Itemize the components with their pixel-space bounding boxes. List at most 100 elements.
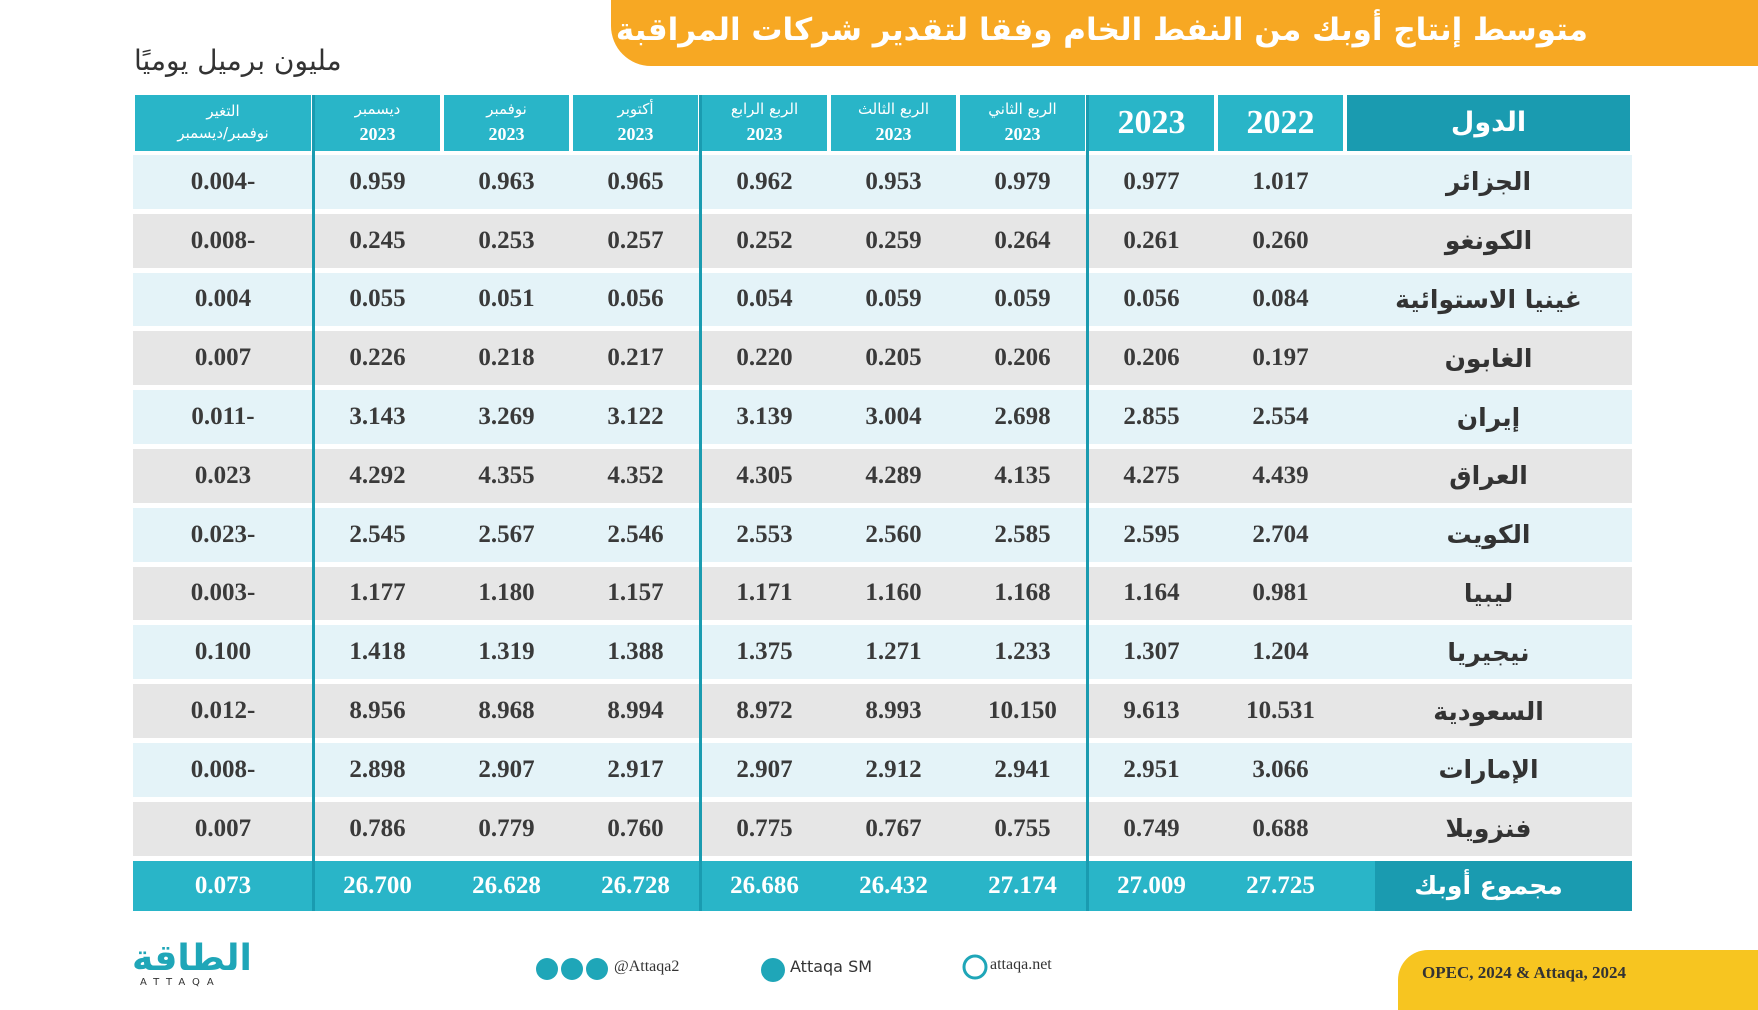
value-cell: 0.059 (865, 285, 922, 313)
header-cell: 2022 (1218, 95, 1343, 151)
value-cell: 0.197 (1252, 344, 1309, 372)
value-cell: 2.554 (1252, 403, 1309, 431)
value-cell: 0.023 (194, 461, 252, 489)
value-cell: 0.261 (1123, 226, 1180, 254)
value-cell: 3.122 (607, 403, 664, 431)
value-cell: 0.059 (994, 285, 1051, 313)
value-cell: 2.951 (1123, 755, 1180, 783)
row-background (133, 390, 1632, 444)
row-background (133, 272, 1632, 327)
value-cell: 0.084 (1252, 285, 1309, 313)
value-cell: 4.289 (865, 461, 922, 489)
web-icon (962, 954, 988, 980)
value-cell: 0.755 (994, 814, 1051, 842)
header-cell: الربع الثاني 2023 (960, 95, 1085, 151)
row-background (133, 684, 1632, 738)
header-text: 2023 (746, 123, 783, 144)
value-cell: 1.160 (865, 579, 922, 607)
value-cell: 1.177 (349, 579, 406, 607)
value-cell: 2.941 (994, 755, 1051, 783)
value-cell: 0.205 (865, 344, 922, 372)
header-text: 2023 (875, 123, 912, 144)
social-handle: @Attaqa2 (614, 958, 680, 975)
country-name: ليبيا (1463, 578, 1514, 608)
value-cell: 1.233 (994, 638, 1051, 666)
row-background (133, 625, 1632, 680)
value-cell: 3.066 (1252, 755, 1309, 783)
country-name: الكونغو (1444, 226, 1533, 256)
value-cell: 0.760 (607, 814, 664, 842)
header-text: نوفمبر/ديسمبر (177, 124, 269, 142)
value-cell: 2.907 (736, 755, 793, 783)
value-cell: 0.054 (736, 285, 793, 313)
value-cell: 0.023- (190, 520, 256, 548)
value-cell: 1.017 (1252, 167, 1309, 195)
header-text: ديسمبر (354, 100, 401, 119)
value-cell: 0.007 (194, 814, 252, 842)
source: OPEC, 2024 & Attaqa, 2024 (1422, 963, 1626, 982)
header-text: 2023 (617, 123, 654, 144)
value-cell: 1.388 (607, 638, 664, 666)
value-cell: 3.004 (865, 403, 922, 431)
value-cell: 0.007 (194, 344, 252, 372)
value-cell: 0.953 (865, 167, 922, 195)
unit-label: مليون برميل يوميًا (134, 44, 342, 77)
title-banner (611, 0, 1758, 66)
value-cell: 0.965 (607, 167, 664, 195)
value-cell: 2.553 (736, 520, 793, 548)
value-cell: 0.260 (1252, 226, 1309, 254)
value-cell: 3.143 (349, 403, 406, 431)
total-value: 26.628 (472, 871, 541, 899)
value-cell: 0.963 (478, 167, 535, 195)
value-cell: 0.218 (478, 344, 535, 372)
country-name: الجزائر (1445, 167, 1532, 197)
header-text: 2022 (1246, 104, 1315, 142)
value-cell: 1.180 (478, 579, 535, 607)
header-cell: أكتوبر 2023 (573, 95, 698, 151)
header-text: 2023 (1117, 104, 1186, 142)
logo: الطاقة (132, 938, 252, 979)
value-cell: 0.004 (194, 285, 252, 313)
value-cell: 0.012- (190, 697, 256, 725)
value-cell: 0.206 (1123, 344, 1180, 372)
value-cell: 10.150 (988, 697, 1057, 725)
value-cell: 1.157 (607, 579, 664, 607)
header-cell: ديسمبر 2023 (315, 95, 440, 151)
country-name: الكويت (1446, 520, 1531, 550)
website: attaqa.net (990, 956, 1052, 973)
value-cell: 0.055 (349, 285, 406, 313)
header-cell: الربع الثالث 2023 (831, 95, 956, 151)
value-cell: 3.269 (478, 403, 535, 431)
total-value: 27.725 (1246, 871, 1315, 899)
value-cell: 0.688 (1252, 814, 1309, 842)
value-cell: 0.977 (1123, 167, 1180, 195)
youtube-label: Attaqa SM (790, 957, 873, 976)
value-cell: 4.135 (994, 461, 1051, 489)
value-cell: 1.164 (1123, 579, 1180, 607)
row-background (133, 213, 1632, 268)
country-name: الإمارات (1438, 755, 1539, 785)
total-value: 26.432 (859, 871, 928, 899)
header-cell: الربع الرابع 2023 (702, 95, 827, 151)
value-cell: 0.100 (194, 638, 252, 666)
value-cell: 2.560 (865, 520, 922, 548)
value-cell: 0.003- (190, 579, 256, 607)
value-cell: 10.531 (1246, 697, 1315, 725)
value-cell: 8.956 (349, 697, 406, 725)
value-cell: 2.704 (1252, 520, 1309, 548)
row-background (133, 155, 1632, 209)
total-label-background (1375, 860, 1632, 911)
country-name: إيران (1456, 402, 1521, 432)
value-cell: 0.981 (1252, 579, 1309, 607)
value-cell: 1.307 (1123, 638, 1180, 666)
total-value: 26.728 (601, 871, 670, 899)
total-value: 26.686 (730, 871, 799, 899)
country-name: غينيا الاستوائية (1395, 284, 1582, 314)
value-cell: 0.959 (349, 167, 406, 195)
header-cell: الدول (1347, 95, 1630, 151)
total-value: 26.700 (343, 871, 412, 899)
value-cell: 3.139 (736, 403, 793, 431)
value-cell: 9.613 (1123, 697, 1180, 725)
value-cell: 1.418 (349, 638, 406, 666)
